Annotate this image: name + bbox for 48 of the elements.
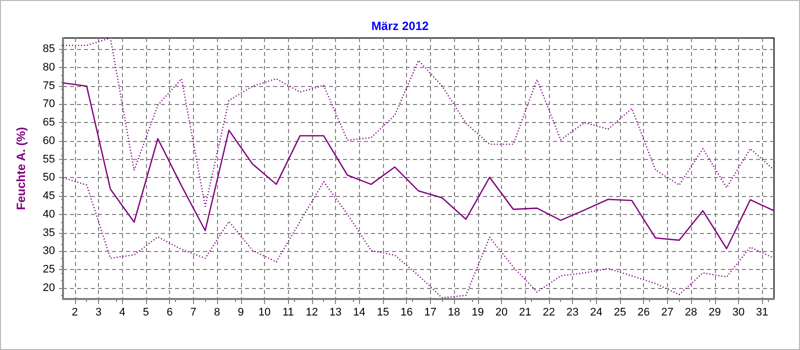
x-tick-label: 28 [684,306,698,318]
y-tick-label: 30 [42,245,55,258]
x-tick-label: 13 [329,306,342,318]
y-tick-label: 85 [42,43,55,56]
x-tick-label: 14 [353,306,366,318]
y-tick-label: 45 [42,190,55,202]
x-tick-label: 18 [448,306,460,318]
x-tick-label: 2 [72,306,78,318]
x-tick-label: 30 [732,306,745,318]
x-tick-label: 20 [495,306,508,318]
x-tick-label: 16 [400,306,413,318]
y-tick-label: 70 [42,98,55,110]
y-tick-label: 25 [42,264,55,276]
x-tick-label: 27 [661,306,674,318]
x-tick-label: 19 [472,306,484,318]
x-tick-label: 31 [756,306,768,318]
x-tick-label: 10 [258,306,271,318]
y-tick-label: 60 [42,134,55,147]
y-tick-label: 75 [42,80,55,92]
x-tick-label: 9 [238,306,244,318]
x-tick-label: 3 [95,306,102,318]
x-tick-label: 17 [424,306,436,318]
x-tick-label: 24 [590,306,602,318]
x-tick-label: 22 [542,306,555,318]
chart-title: März 2012 [371,19,430,33]
y-tick-label: 80 [42,61,55,74]
x-tick-label: 6 [166,306,173,318]
x-tick-label: 12 [306,306,318,318]
y-tick-label: 65 [42,116,55,129]
y-tick-label: 40 [42,208,55,220]
x-tick-label: 23 [566,306,579,318]
x-tick-label: 15 [376,306,390,318]
x-tick-label: 5 [142,306,150,318]
x-tick-label: 8 [214,306,220,318]
x-tick-label: 26 [638,306,650,318]
x-tick-label: 4 [119,306,126,318]
x-tick-label: 7 [190,306,196,318]
y-tick-label: 20 [42,282,55,294]
x-tick-label: 25 [614,306,626,318]
line-series [62,82,775,250]
line-series [62,37,775,208]
x-tick-label: 21 [519,306,532,318]
y-tick-label: 55 [42,153,55,166]
y-axis-title: Feuchte A. (%) [14,127,28,210]
x-tick-label: 29 [708,306,721,318]
x-tick-label: 11 [282,306,294,318]
y-tick-label: 50 [42,172,55,184]
y-tick-label: 35 [42,226,55,239]
